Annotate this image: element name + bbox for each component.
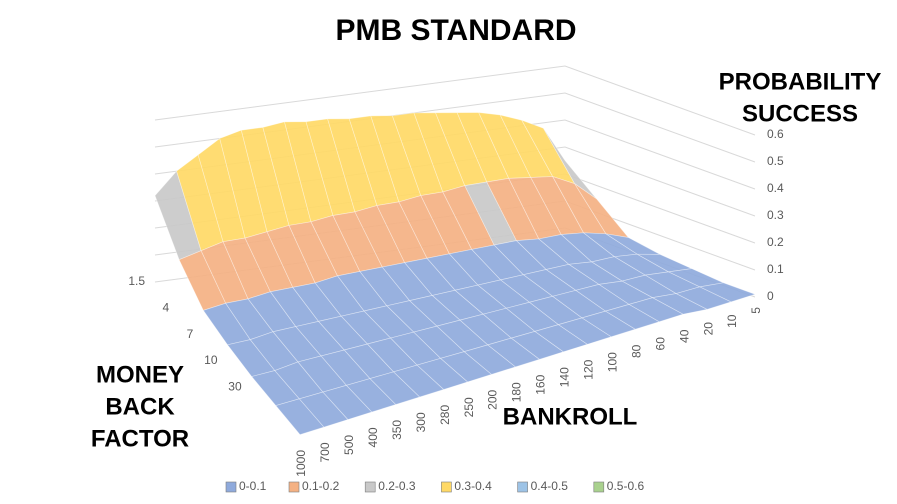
- x-tick-label: 300: [414, 412, 428, 432]
- x-tick-label: 250: [462, 397, 476, 417]
- y-axis-title: MONEY: [96, 361, 184, 388]
- x-tick-label: 5: [749, 307, 763, 314]
- legend-label: 0.1-0.2: [302, 479, 340, 493]
- z-tick-label: 0: [767, 289, 774, 303]
- y-tick-label: 4: [162, 301, 169, 315]
- grid-line: [154, 65, 756, 136]
- z-tick-label: 0.6: [767, 127, 784, 141]
- z-tick-label: 0.5: [767, 154, 784, 168]
- z-tick-label: 0.4: [767, 181, 784, 195]
- z-axis-title: SUCCESS: [742, 100, 858, 127]
- y-axis-title: FACTOR: [91, 425, 189, 452]
- x-tick-label: 80: [629, 344, 643, 358]
- legend-swatch: [517, 481, 528, 493]
- x-tick-label: 200: [486, 389, 500, 409]
- legend-label: 0.4-0.5: [531, 479, 569, 493]
- y-tick-label: 7: [187, 327, 194, 341]
- z-tick-label: 0.1: [767, 262, 784, 276]
- x-tick-label: 140: [558, 367, 572, 387]
- z-tick-label: 0.2: [767, 235, 784, 249]
- x-tick-label: 20: [701, 322, 715, 336]
- axis-labels: 0 0.1 0.2 0.3 0.4 0.5 0.6 1000 700 500 400 350 300 28…: [128, 127, 784, 477]
- y-tick-label: 1.5: [128, 274, 145, 288]
- legend-swatch: [364, 481, 376, 493]
- x-tick-label: 400: [366, 427, 380, 447]
- legend-label: 0.5-0.6: [607, 479, 645, 493]
- x-tick-label: 160: [534, 374, 548, 394]
- legend-label: 0.2-0.3: [378, 479, 416, 493]
- x-tick-label: 350: [390, 420, 404, 440]
- x-tick-label: 120: [582, 359, 596, 379]
- legend-label: 0.3-0.4: [454, 479, 492, 493]
- z-axis-title: PROBABILITY: [719, 68, 882, 95]
- z-tick-label: 0.3: [767, 208, 784, 222]
- x-tick-label: 40: [677, 329, 691, 343]
- legend-swatch: [225, 481, 237, 493]
- x-tick-label: 280: [438, 405, 452, 425]
- surface: [154, 112, 757, 436]
- x-tick-label: 60: [653, 337, 667, 351]
- y-tick-label: 10: [204, 353, 218, 367]
- x-tick-label: 700: [318, 442, 332, 462]
- x-tick-label: 10: [725, 314, 739, 328]
- x-tick-label: 1000: [294, 450, 308, 477]
- legend-swatch: [593, 481, 605, 493]
- y-axis-title: BACK: [105, 393, 175, 420]
- x-tick-label: 100: [605, 352, 619, 372]
- legend-swatch: [288, 481, 300, 493]
- surface-patch: [698, 282, 757, 303]
- x-axis-title: BANKROLL: [503, 403, 638, 430]
- legend-label: 0-0.1: [239, 479, 267, 493]
- x-tick-label: 500: [342, 435, 356, 455]
- legend-swatch: [441, 481, 452, 493]
- y-tick-label: 30: [228, 380, 242, 394]
- x-tick-label: 180: [510, 382, 524, 402]
- legend: 0-0.1 0.1-0.2 0.2-0.3 0.3-0.4 0.4-0.5 0.5-0.6: [225, 479, 645, 493]
- chart-title: PMB STANDARD: [335, 14, 576, 47]
